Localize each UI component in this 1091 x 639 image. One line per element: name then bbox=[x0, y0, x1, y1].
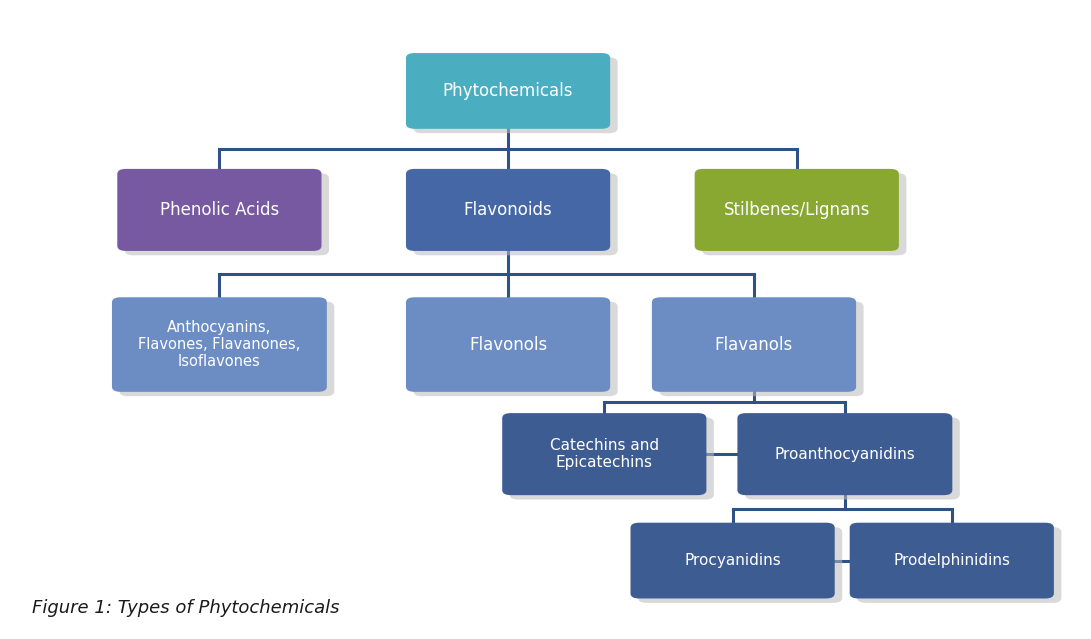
FancyBboxPatch shape bbox=[745, 417, 960, 500]
FancyBboxPatch shape bbox=[502, 413, 706, 495]
FancyBboxPatch shape bbox=[631, 523, 835, 599]
Text: Phenolic Acids: Phenolic Acids bbox=[159, 201, 279, 219]
Text: Stilbenes/Lignans: Stilbenes/Lignans bbox=[723, 201, 870, 219]
FancyBboxPatch shape bbox=[119, 302, 334, 396]
Text: Flavanols: Flavanols bbox=[715, 335, 793, 353]
FancyBboxPatch shape bbox=[112, 297, 327, 392]
FancyBboxPatch shape bbox=[406, 169, 610, 251]
FancyBboxPatch shape bbox=[703, 173, 907, 256]
FancyBboxPatch shape bbox=[738, 413, 952, 495]
FancyBboxPatch shape bbox=[652, 297, 856, 392]
Text: Anthocyanins,
Flavones, Flavanones,
Isoflavones: Anthocyanins, Flavones, Flavanones, Isof… bbox=[139, 320, 300, 369]
FancyBboxPatch shape bbox=[659, 302, 864, 396]
FancyBboxPatch shape bbox=[413, 173, 618, 256]
Text: Flavonoids: Flavonoids bbox=[464, 201, 552, 219]
Text: Catechins and
Epicatechins: Catechins and Epicatechins bbox=[550, 438, 659, 470]
Text: Procyanidins: Procyanidins bbox=[684, 553, 781, 568]
FancyBboxPatch shape bbox=[118, 169, 322, 251]
FancyBboxPatch shape bbox=[850, 523, 1054, 599]
FancyBboxPatch shape bbox=[406, 53, 610, 129]
FancyBboxPatch shape bbox=[406, 297, 610, 392]
Text: Phytochemicals: Phytochemicals bbox=[443, 82, 574, 100]
Text: Figure 1: Types of Phytochemicals: Figure 1: Types of Phytochemicals bbox=[33, 599, 339, 617]
FancyBboxPatch shape bbox=[124, 173, 329, 256]
FancyBboxPatch shape bbox=[413, 58, 618, 133]
FancyBboxPatch shape bbox=[858, 527, 1062, 603]
Text: Prodelphinidins: Prodelphinidins bbox=[894, 553, 1010, 568]
Text: Proanthocyanidins: Proanthocyanidins bbox=[775, 447, 915, 461]
FancyBboxPatch shape bbox=[695, 169, 899, 251]
FancyBboxPatch shape bbox=[509, 417, 714, 500]
FancyBboxPatch shape bbox=[413, 302, 618, 396]
Text: Flavonols: Flavonols bbox=[469, 335, 548, 353]
FancyBboxPatch shape bbox=[638, 527, 842, 603]
